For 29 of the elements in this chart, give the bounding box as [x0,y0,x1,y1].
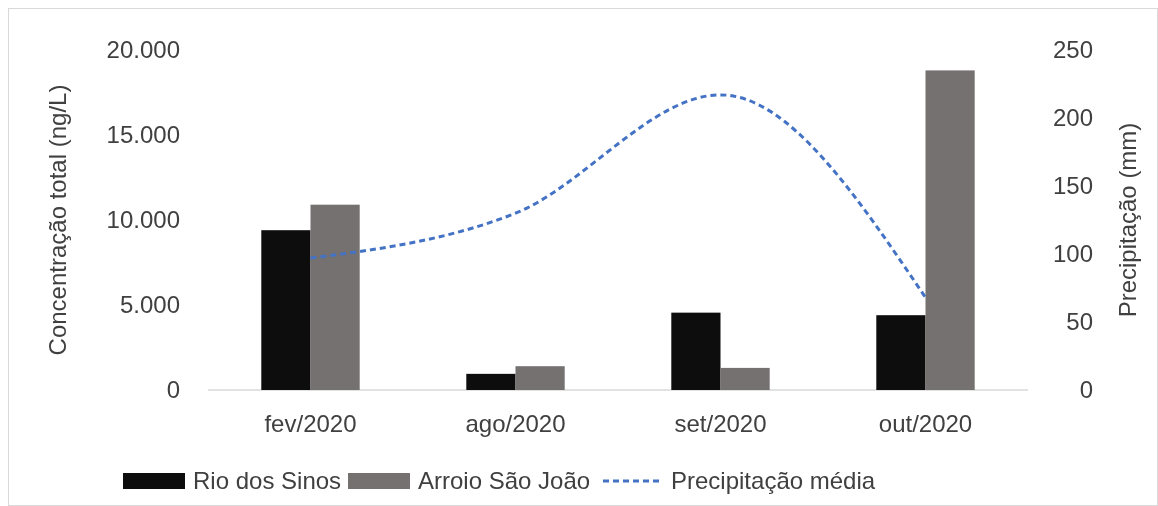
y-axis-title: Concentração total (ng/L) [44,84,71,356]
bar [310,204,360,390]
legend-label: Rio dos Sinos [193,467,342,494]
bar [515,366,565,390]
y-tick-label: 5.000 [119,291,180,319]
y2-tick-label: 50 [1066,308,1093,336]
y-tick-label: 20.000 [106,36,180,64]
legend-label: Precipitação média [671,467,876,494]
y2-tick-label: 250 [1052,36,1093,64]
y-tick-label: 0 [166,376,180,404]
line-series [309,93,927,300]
x-tick-label: set/2020 [674,410,767,437]
x-tick-label: fev/2020 [264,410,357,437]
y2-tick-label: 150 [1052,172,1093,200]
bar [720,367,770,390]
bar [925,70,975,390]
y2-tick-label: 200 [1052,104,1093,132]
bar [261,230,311,390]
legend-label: Arroio São João [418,467,591,494]
bar [876,315,926,390]
x-tick-label: out/2020 [878,410,973,437]
y2-tick-label: 0 [1079,376,1093,404]
y-tick-label: 10.000 [106,206,180,234]
x-tick-label: ago/2020 [465,410,566,437]
y2-tick-label: 100 [1052,240,1093,268]
y2-axis-title: Precipitação (mm) [1114,122,1141,318]
bar [671,312,721,390]
y-tick-label: 15.000 [106,121,180,149]
bar [466,373,516,390]
